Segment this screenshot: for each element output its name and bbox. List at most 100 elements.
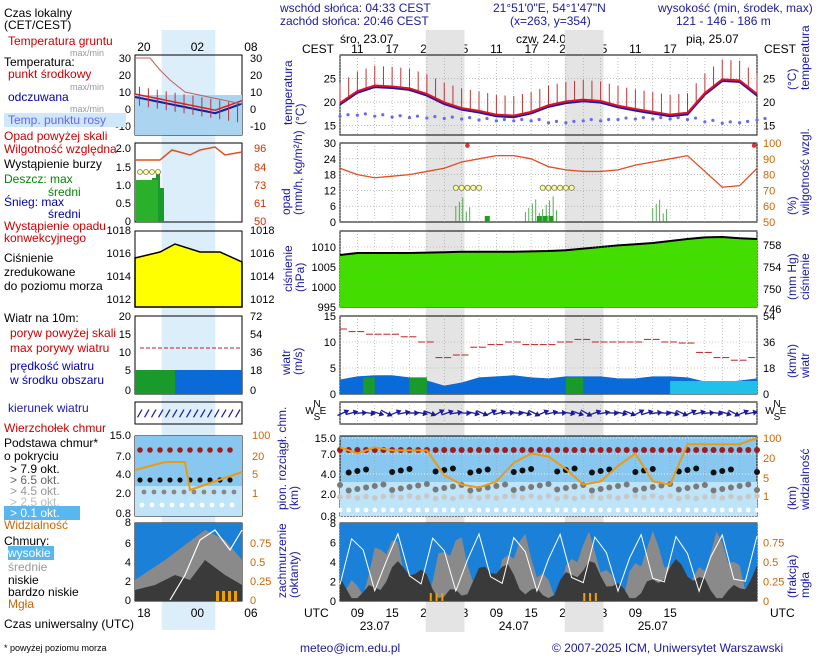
dew-point-dot	[416, 115, 419, 118]
cloud-top-dot	[467, 447, 473, 453]
cloud-base-dot	[433, 496, 439, 502]
legend-fog-tick: 0.25	[250, 576, 271, 588]
legend-hour-bottom: 00	[191, 606, 205, 620]
fog-tick: 0.5	[763, 557, 778, 569]
cloud-base-dot	[381, 508, 386, 513]
humidity-tick: 60	[763, 201, 775, 213]
cloud-base-dot	[528, 466, 534, 472]
humidity-tick: 50	[763, 217, 775, 229]
legend-storm-marker	[144, 170, 149, 175]
cloud-base-dot	[624, 494, 630, 500]
cloud-base-dot	[598, 495, 604, 501]
wind-tick: 5	[330, 363, 336, 375]
cloud-base-dot	[659, 508, 664, 513]
legend-humidity-tick: 84	[254, 162, 266, 174]
cloud-base-dot	[754, 487, 760, 493]
cloud-base-dot	[641, 495, 647, 501]
legend-cloud-top	[177, 447, 183, 453]
legend-wind-item: Wiatr na 10m:	[4, 311, 79, 325]
email-link[interactable]: meteo@icm.edu.pl	[300, 641, 400, 655]
cloud-base-dot	[528, 484, 534, 490]
cloud-base-dot	[503, 508, 508, 513]
legend-cloud-item: średnie	[8, 560, 48, 574]
legend-pressure-tick: 1012	[250, 294, 274, 306]
legend-wind-tick: 72	[250, 311, 262, 323]
dew-point-dot	[711, 119, 714, 122]
cloud-base-dot	[441, 485, 447, 491]
cloud-base-dot	[650, 508, 655, 513]
legend-precip-tick: 1.5	[116, 162, 131, 174]
local-hour-tick: 11	[351, 42, 364, 56]
legend-pressure-tick: 1016	[250, 248, 274, 260]
legend-cloud-top	[187, 447, 193, 453]
legend-storm-marker	[138, 170, 143, 175]
cloud-base-dot	[754, 493, 760, 499]
cloud-base-dot	[415, 495, 421, 501]
wind-tick: 36	[763, 337, 775, 349]
legend-vis-tick: 7.0	[116, 451, 131, 463]
vis-tick: 4.0	[321, 469, 336, 481]
cloud-base-dot	[424, 508, 429, 513]
dew-point-dot	[755, 118, 758, 121]
cloud-base-dot	[459, 494, 465, 500]
legend-cloud-base	[180, 503, 185, 508]
legend-temp-tick: 10	[250, 87, 262, 99]
cloud-base-dot	[676, 487, 682, 493]
legend-hour-top: 08	[244, 40, 258, 54]
legend-temp-item: odczuwana	[8, 90, 69, 104]
legend-vis-tick: 4.0	[116, 469, 131, 481]
cloud-base-dot	[598, 468, 604, 474]
cloud-ylabel-right: (frakcja)	[785, 555, 799, 598]
utc-hour-tick: 09	[351, 606, 365, 620]
dew-point-dot	[399, 114, 402, 117]
legend-cloud-top	[137, 447, 143, 453]
legend-precip-item: Deszcz: max	[4, 172, 73, 186]
dew-point-dot	[721, 122, 724, 125]
cloud-base-dot	[615, 483, 621, 489]
legend-arrow-shaft	[236, 410, 241, 418]
legend-cloud-base	[150, 503, 155, 508]
cloud-base-dot	[728, 467, 734, 473]
legend-cloud-tick: 6	[125, 538, 131, 550]
cloud-base-dot	[467, 488, 473, 494]
dew-point-dot	[520, 118, 523, 121]
precip-tick: 24	[324, 154, 336, 166]
wind-ylabel-right: (km/h)	[785, 344, 799, 378]
cloud-top-dot	[485, 447, 491, 453]
pressure-tick: 1005	[312, 262, 336, 274]
legend-cloud-base	[170, 503, 175, 508]
legend-vis-item: Podstawa chmur*	[4, 436, 98, 450]
cloud-top-dot	[702, 447, 708, 453]
cloud-base-dot	[555, 508, 560, 513]
legend-cloud-base	[202, 490, 207, 495]
legend-temp-item: Temperatura gruntu	[8, 34, 113, 48]
legend-fog-bar	[234, 591, 237, 601]
cloud-base-dot	[346, 488, 352, 494]
cloud-base-dot	[598, 486, 604, 492]
cloud-tick: 8	[330, 518, 336, 530]
storm-marker	[476, 185, 481, 190]
legend-wind-item: poryw powyżej skali	[10, 326, 116, 340]
legend-wind-tick: 36	[250, 347, 262, 359]
legend-precip-item: Opad powyżej skali	[4, 129, 107, 143]
legend-wind-tick: 5	[125, 365, 131, 377]
legend-hour-top: 02	[191, 40, 205, 54]
copyright: © 2007-2025 ICM, Uniwersytet Warszawski	[552, 641, 783, 655]
cloud-base-dot	[685, 467, 691, 473]
storm-marker	[540, 185, 545, 190]
legend-cloud-top	[157, 447, 163, 453]
legend-wind-tick: 10	[119, 347, 131, 359]
legend-vis-item: Wierzchołek chmur	[4, 421, 106, 435]
cloud-base-dot	[659, 495, 665, 501]
temp-tick: 15	[763, 121, 775, 133]
legend-arrow-shaft	[229, 410, 234, 418]
cloud-top-dot	[519, 447, 525, 453]
cloud-base-dot	[450, 484, 456, 490]
cloud-base-dot	[477, 508, 482, 513]
cloud-top-dot	[711, 447, 717, 453]
legend-cloud-base	[212, 490, 217, 495]
dew-point-dot	[451, 116, 454, 119]
legend-wind-arrow	[222, 410, 227, 418]
storm-marker	[453, 185, 458, 190]
